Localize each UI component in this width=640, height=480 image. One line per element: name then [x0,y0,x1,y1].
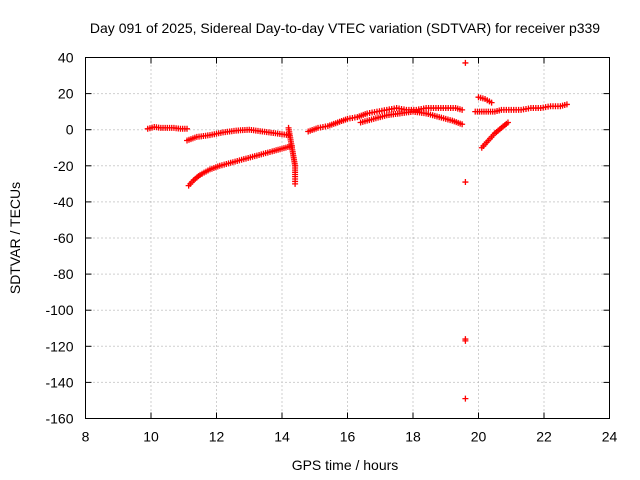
series-arc-g [462,59,469,402]
data-point [462,59,469,66]
data-point [292,180,299,187]
x-tick-label: 20 [471,429,487,445]
series-arc-e [305,105,466,135]
series-arc-d [285,124,299,187]
y-tick-label: 20 [58,86,74,102]
x-tick-label: 10 [143,429,159,445]
series-arc-f [357,108,466,128]
series-arc-i [475,94,495,106]
data-point [184,125,191,132]
series-arc-c [185,142,295,189]
series-arc-a [144,123,191,132]
y-tick-label: -40 [53,194,73,210]
data-point [488,99,495,106]
plot-frame [85,57,610,419]
y-tick-label: -60 [53,230,73,246]
y-tick-labels: 40 20 0 -20 -40 -60 -80 -100 -120 -140 -160 [45,50,73,427]
data-series [144,59,570,402]
series-arc-b [184,126,292,144]
data-point [462,395,469,402]
data-point [504,119,511,126]
y-tick-label: -100 [45,302,73,318]
y-axis-label: SDTVAR / TECUs [7,182,23,294]
x-tick-label: 14 [274,429,290,445]
y-tick-label: 0 [66,122,74,138]
y-tick-label: -140 [45,374,73,390]
grid-lines [85,57,610,419]
x-tick-label: 18 [405,429,421,445]
x-tick-labels: 8 10 12 14 16 18 20 22 24 [82,429,618,445]
data-point [459,106,466,113]
y-tick-label: -20 [53,158,73,174]
x-tick-label: 8 [82,429,90,445]
chart-title: Day 091 of 2025, Sidereal Day-to-day VTE… [90,20,600,36]
x-tick-label: 12 [209,429,225,445]
x-axis-label: GPS time / hours [292,457,399,473]
x-tick-label: 16 [340,429,356,445]
data-point [462,179,469,186]
data-point [563,101,570,108]
y-tick-label: -120 [45,338,73,354]
x-tick-label: 22 [536,429,552,445]
data-point [459,121,466,128]
y-tick-label: -80 [53,266,73,282]
data-point [462,337,469,344]
series-arc-j [478,119,511,151]
y-tick-label: 40 [58,50,74,66]
series-arc-h [472,101,570,115]
x-tick-label: 24 [602,429,618,445]
y-tick-label: -160 [45,411,73,427]
